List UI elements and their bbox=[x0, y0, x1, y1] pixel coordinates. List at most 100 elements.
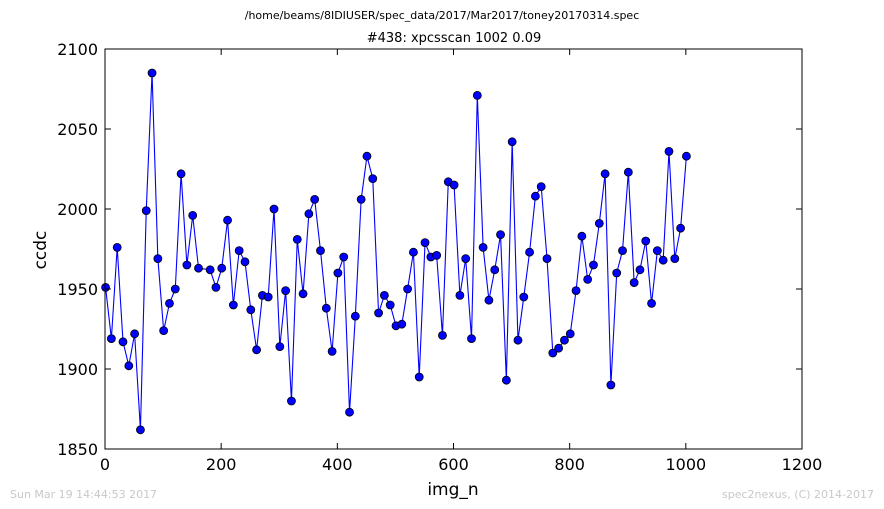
data-point bbox=[188, 210, 198, 220]
data-point bbox=[269, 204, 279, 214]
data-point bbox=[321, 303, 331, 313]
data-point bbox=[217, 263, 227, 273]
data-point bbox=[292, 234, 302, 244]
data-point bbox=[635, 265, 645, 275]
data-point bbox=[118, 337, 128, 347]
y-axis: 1850 1900 1950 2000 2050 2100 bbox=[57, 40, 802, 459]
data-point bbox=[542, 254, 552, 264]
data-point bbox=[565, 329, 575, 339]
data-point bbox=[385, 300, 395, 310]
x-axis: 0 200 400 600 800 1000 1200 bbox=[100, 49, 822, 474]
data-point bbox=[333, 268, 343, 278]
data-point bbox=[507, 137, 517, 147]
data-point bbox=[461, 254, 471, 264]
data-point bbox=[600, 169, 610, 179]
data-point bbox=[594, 218, 604, 228]
data-point bbox=[484, 295, 494, 305]
data-point bbox=[519, 292, 529, 302]
data-point bbox=[112, 242, 122, 252]
data-point bbox=[682, 151, 691, 161]
y-tick-label: 1850 bbox=[57, 440, 98, 459]
x-tick-label: 200 bbox=[206, 455, 237, 474]
x-tick-label: 600 bbox=[438, 455, 469, 474]
x-tick-label: 0 bbox=[100, 455, 110, 474]
data-point bbox=[496, 230, 505, 240]
data-point bbox=[304, 209, 314, 219]
data-point bbox=[467, 334, 476, 344]
data-point bbox=[263, 292, 273, 302]
data-point bbox=[275, 342, 285, 352]
data-point bbox=[345, 407, 354, 417]
data-point bbox=[170, 284, 180, 294]
data-point bbox=[647, 298, 656, 308]
data-point bbox=[356, 194, 366, 204]
data-point bbox=[455, 290, 465, 300]
plot-frame bbox=[104, 48, 803, 450]
footer-timestamp: Sun Mar 19 14:44:53 2017 bbox=[10, 488, 157, 501]
data-point bbox=[101, 282, 110, 292]
data-point bbox=[449, 180, 459, 190]
x-tick-label: 1000 bbox=[665, 455, 706, 474]
y-axis-label: ccdc bbox=[31, 231, 51, 270]
data-point bbox=[130, 329, 140, 339]
data-point bbox=[374, 308, 383, 318]
y-tick-label: 2100 bbox=[57, 40, 98, 59]
footer-credit: spec2nexus, (C) 2014-2017 bbox=[722, 488, 874, 501]
data-point bbox=[652, 246, 662, 256]
series-line bbox=[105, 72, 687, 430]
data-point bbox=[670, 254, 680, 264]
data-point bbox=[409, 247, 418, 257]
data-point bbox=[560, 335, 569, 345]
x-tick-label: 1200 bbox=[782, 455, 823, 474]
data-point bbox=[513, 335, 523, 345]
data-point bbox=[246, 305, 256, 315]
data-point bbox=[211, 282, 221, 292]
data-point bbox=[124, 361, 134, 371]
data-point bbox=[379, 290, 389, 300]
data-point bbox=[182, 260, 192, 270]
data-point bbox=[589, 260, 598, 270]
data-point bbox=[664, 146, 674, 156]
data-point bbox=[228, 300, 238, 310]
data-point bbox=[165, 298, 174, 308]
y-tick-label: 2000 bbox=[57, 200, 98, 219]
x-tick-label: 800 bbox=[554, 455, 585, 474]
data-point bbox=[472, 91, 482, 100]
data-point bbox=[106, 334, 116, 344]
data-point bbox=[287, 396, 296, 406]
data-point bbox=[362, 151, 372, 161]
data-point bbox=[583, 274, 593, 284]
data-point bbox=[368, 174, 378, 184]
data-point bbox=[141, 206, 151, 216]
data-point bbox=[252, 345, 262, 355]
data-point bbox=[298, 289, 308, 299]
data-point bbox=[618, 246, 627, 256]
data-point bbox=[432, 250, 442, 260]
y-tick-label: 2050 bbox=[57, 120, 98, 139]
plot-series-points-group bbox=[101, 68, 691, 435]
data-point bbox=[339, 252, 349, 262]
data-point bbox=[658, 255, 668, 265]
data-point bbox=[536, 182, 546, 192]
data-point bbox=[234, 246, 244, 256]
data-point bbox=[194, 263, 203, 273]
data-point bbox=[414, 372, 424, 382]
data-point bbox=[223, 215, 232, 225]
x-axis-label: img_n bbox=[427, 480, 478, 500]
data-point bbox=[525, 247, 534, 257]
data-point bbox=[577, 231, 587, 241]
data-point bbox=[438, 330, 447, 340]
data-point bbox=[623, 167, 633, 177]
data-point bbox=[548, 348, 558, 358]
data-point bbox=[490, 265, 500, 275]
data-point bbox=[397, 319, 407, 329]
file-path: /home/beams/8IDIUSER/spec_data/2017/Mar2… bbox=[245, 9, 640, 22]
data-point bbox=[612, 268, 622, 278]
data-point bbox=[531, 191, 540, 201]
data-point bbox=[240, 257, 250, 267]
data-point bbox=[327, 346, 337, 356]
plot-series-line-group bbox=[105, 72, 687, 430]
data-point bbox=[316, 246, 325, 256]
data-point bbox=[136, 425, 145, 435]
